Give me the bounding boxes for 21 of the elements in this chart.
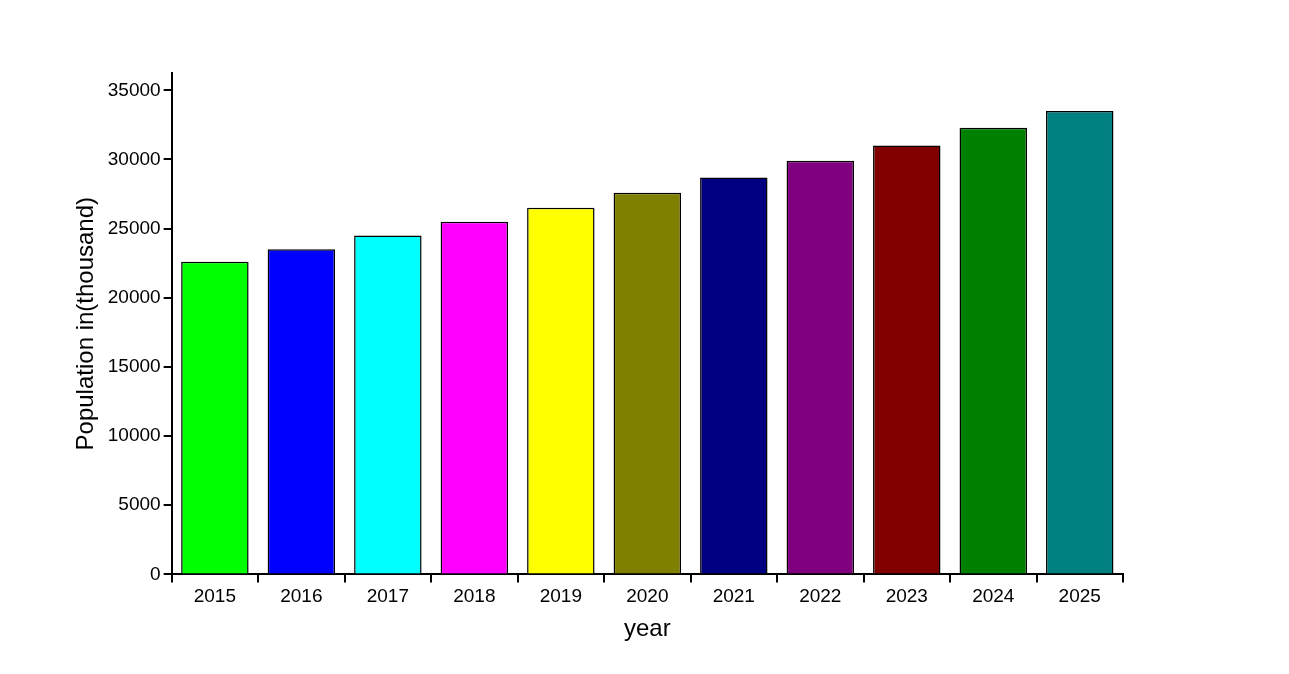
x-tick-label: 2022 xyxy=(799,585,842,607)
x-tick-label: 2020 xyxy=(626,585,669,607)
x-tick-label: 2017 xyxy=(366,585,409,607)
x-tick-label: 2016 xyxy=(280,585,323,607)
y-tick-label: 20000 xyxy=(107,286,161,307)
x-tick-label: 2021 xyxy=(712,585,755,607)
x-axis-title: year xyxy=(623,614,671,642)
x-tick-label: 2015 xyxy=(193,585,237,607)
y-tick-label: 30000 xyxy=(107,147,161,169)
y-tick-label: 10000 xyxy=(107,424,161,446)
y-tick-label: 0 xyxy=(150,562,161,584)
x-tick-label: 2025 xyxy=(1058,585,1101,607)
x-tick-label: 2019 xyxy=(539,585,582,607)
y-axis-title: Population in(thousand) xyxy=(71,196,99,451)
y-tick-label: 5000 xyxy=(118,493,161,515)
x-tick-label: 2018 xyxy=(453,585,496,607)
x-tick-label: 2023 xyxy=(885,585,928,607)
x-tick-label: 2024 xyxy=(972,585,1015,607)
y-tick-label: 35000 xyxy=(107,78,161,100)
y-tick-label: 15000 xyxy=(107,355,161,377)
y-tick-label: 25000 xyxy=(107,216,161,238)
